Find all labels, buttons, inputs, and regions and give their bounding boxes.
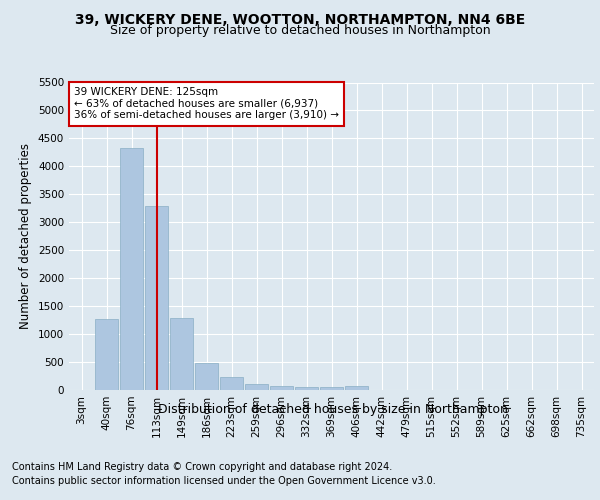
Bar: [320, 387, 343, 390]
Text: 39, WICKERY DENE, WOOTTON, NORTHAMPTON, NN4 6BE: 39, WICKERY DENE, WOOTTON, NORTHAMPTON, …: [75, 12, 525, 26]
Bar: [95, 319, 118, 390]
Bar: [120, 148, 143, 390]
Bar: [345, 386, 368, 390]
Bar: [170, 318, 193, 390]
Text: Contains public sector information licensed under the Open Government Licence v3: Contains public sector information licen…: [12, 476, 436, 486]
Text: Contains HM Land Registry data © Crown copyright and database right 2024.: Contains HM Land Registry data © Crown c…: [12, 462, 392, 472]
Bar: [245, 384, 268, 390]
Y-axis label: Number of detached properties: Number of detached properties: [19, 143, 32, 329]
Bar: [220, 378, 243, 390]
Text: 39 WICKERY DENE: 125sqm
← 63% of detached houses are smaller (6,937)
36% of semi: 39 WICKERY DENE: 125sqm ← 63% of detache…: [74, 87, 339, 120]
Text: Size of property relative to detached houses in Northampton: Size of property relative to detached ho…: [110, 24, 490, 37]
Bar: [145, 206, 168, 390]
Text: Distribution of detached houses by size in Northampton: Distribution of detached houses by size …: [158, 402, 508, 415]
Bar: [195, 363, 218, 390]
Bar: [295, 386, 318, 390]
Bar: [270, 386, 293, 390]
